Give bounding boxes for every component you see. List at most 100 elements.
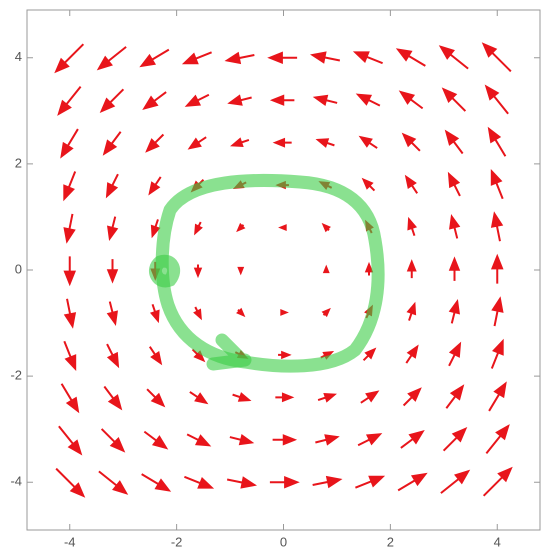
arrow xyxy=(145,133,165,153)
arrow xyxy=(355,93,381,107)
arrow xyxy=(315,138,335,148)
arrow xyxy=(312,94,338,107)
arrow xyxy=(106,343,120,369)
arrow xyxy=(441,87,467,112)
plot-frame xyxy=(26,9,541,531)
arrow xyxy=(321,222,331,233)
arrow xyxy=(184,93,210,107)
arrow xyxy=(322,264,330,274)
arrow xyxy=(272,137,292,148)
arrow xyxy=(361,177,376,192)
arrow xyxy=(141,473,172,492)
arrow xyxy=(187,136,207,150)
arrow xyxy=(63,256,77,287)
arrow xyxy=(355,475,386,489)
arrow xyxy=(237,266,245,276)
arrow xyxy=(490,168,504,200)
arrow xyxy=(193,264,203,279)
arrow xyxy=(230,137,250,148)
arrow xyxy=(487,126,507,157)
arrow xyxy=(107,216,119,242)
arrow xyxy=(139,48,170,68)
arrow xyxy=(54,43,85,74)
y-tick-label: -2 xyxy=(10,368,22,383)
arrow xyxy=(193,306,202,321)
arrow xyxy=(146,388,166,408)
arrow xyxy=(184,475,215,489)
arrow xyxy=(406,259,417,279)
arrow xyxy=(481,42,512,73)
x-tick-label: 4 xyxy=(494,534,501,549)
arrow xyxy=(275,392,295,403)
arrow xyxy=(438,45,469,70)
arrow xyxy=(401,132,421,152)
arrow xyxy=(226,476,257,489)
arrow xyxy=(407,216,418,237)
arrow xyxy=(364,261,374,276)
arrow xyxy=(362,347,377,362)
arrow xyxy=(360,390,380,404)
arrow xyxy=(442,427,468,452)
arrow xyxy=(236,222,246,233)
arrow xyxy=(194,221,203,236)
x-tick-label: 0 xyxy=(280,534,287,549)
arrow xyxy=(482,466,513,497)
arrow xyxy=(229,433,255,446)
arrow xyxy=(321,307,331,318)
arrow xyxy=(280,309,289,316)
arrow xyxy=(100,428,126,453)
arrow xyxy=(106,259,119,284)
arrow xyxy=(149,303,160,324)
arrow xyxy=(181,51,212,65)
arrow xyxy=(488,381,507,412)
arrow xyxy=(402,387,422,407)
arrow xyxy=(148,176,162,196)
arrow xyxy=(150,219,161,239)
y-tick-label: 0 xyxy=(15,261,22,276)
arrow xyxy=(357,433,383,447)
arrow xyxy=(400,430,425,449)
x-tick-label: -2 xyxy=(171,534,183,549)
arrow xyxy=(267,51,298,65)
arrow xyxy=(485,424,510,455)
arrow xyxy=(63,298,77,329)
arrow xyxy=(63,213,76,244)
arrow xyxy=(358,135,378,149)
arrow xyxy=(490,211,504,242)
arrow xyxy=(142,91,167,110)
arrow xyxy=(57,85,82,116)
arrow xyxy=(269,94,295,106)
arrow xyxy=(440,469,471,494)
x-tick-label: -4 xyxy=(64,534,76,549)
arrow xyxy=(448,256,461,281)
arrow xyxy=(490,338,504,369)
arrow xyxy=(449,214,461,239)
arrow xyxy=(224,51,255,65)
arrow xyxy=(272,434,298,446)
arrow xyxy=(404,174,419,194)
arrow xyxy=(103,385,123,411)
arrows xyxy=(54,42,513,498)
arrow xyxy=(106,301,118,326)
arrow xyxy=(484,84,509,115)
arrow xyxy=(398,90,424,110)
y-tick-label: 2 xyxy=(15,155,22,170)
arrow xyxy=(191,348,206,363)
arrow xyxy=(98,470,129,495)
arrow xyxy=(99,88,125,113)
arrow xyxy=(491,296,504,327)
y-tick-label: 4 xyxy=(15,49,22,64)
arrow xyxy=(232,392,252,402)
arrow xyxy=(352,51,383,65)
arrow xyxy=(63,171,77,202)
x-tick-label: 2 xyxy=(387,534,394,549)
arrow xyxy=(278,350,292,360)
arrow xyxy=(397,472,428,492)
arrow xyxy=(444,129,464,155)
arrow xyxy=(406,301,417,321)
arrow xyxy=(102,131,122,156)
arrow xyxy=(278,224,287,231)
arrow xyxy=(490,253,504,284)
